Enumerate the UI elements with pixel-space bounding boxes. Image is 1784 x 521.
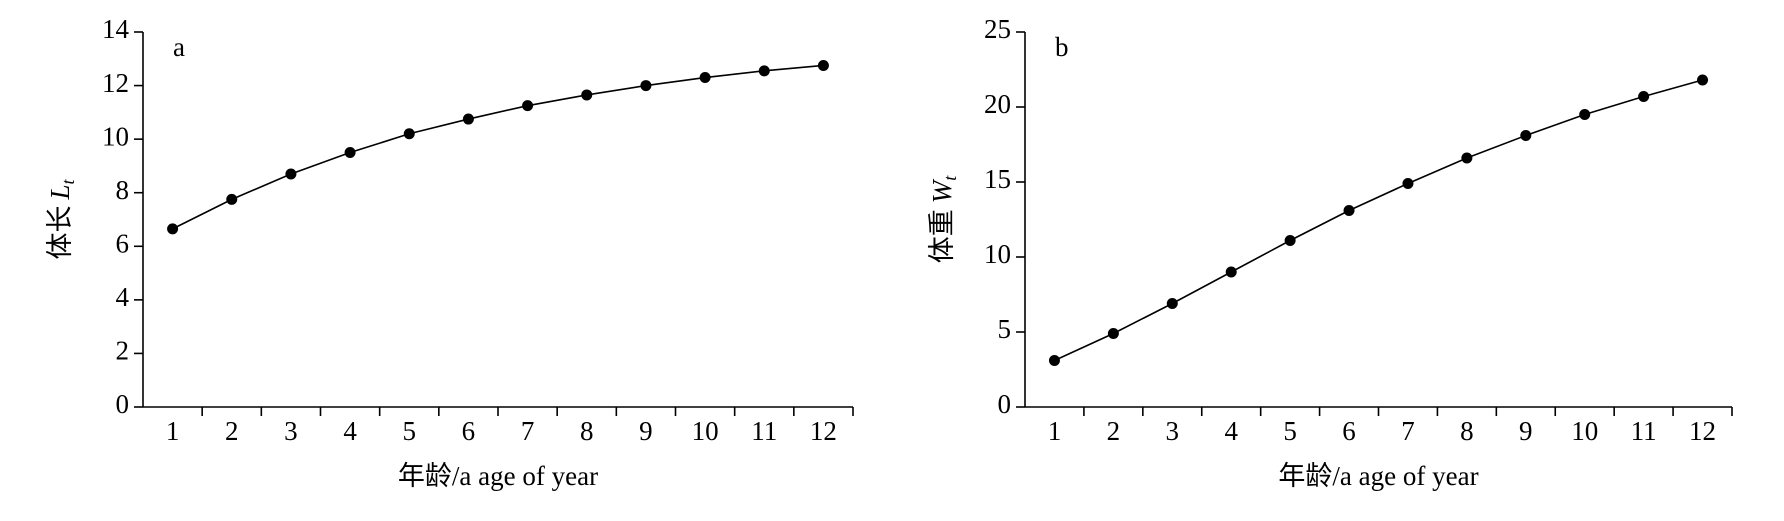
data-point — [1402, 178, 1414, 189]
y-axis-title-subscript: t — [58, 178, 78, 184]
y-axis-title: 体长 Lt — [45, 178, 78, 259]
x-tick-label: 1 — [166, 416, 180, 446]
data-point — [1697, 74, 1709, 86]
y-axis-title-text: 体长 — [45, 206, 75, 260]
data-point — [1225, 266, 1237, 278]
data-point — [403, 128, 415, 140]
y-tick-label: 14 — [102, 14, 130, 44]
x-tick-label: 5 — [1283, 416, 1297, 446]
data-line — [1054, 79, 1703, 362]
y-tick-label: 8 — [116, 175, 130, 205]
x-tick-label: 6 — [462, 416, 476, 446]
x-tick-label: 6 — [1342, 416, 1356, 446]
x-tick-label: 4 — [343, 416, 357, 446]
x-tick-label: 12 — [1689, 416, 1716, 446]
data-point — [344, 147, 356, 159]
y-axis-title-symbol: L — [45, 184, 75, 200]
data-point — [1638, 91, 1650, 102]
x-tick-label: 2 — [225, 416, 239, 446]
x-tick-label: 3 — [284, 416, 298, 446]
data-point — [522, 100, 534, 112]
data-point — [758, 65, 770, 77]
y-tick-label: 10 — [984, 239, 1011, 269]
x-tick-label: 8 — [1460, 416, 1474, 446]
y-tick-label: 15 — [984, 164, 1011, 194]
data-point — [699, 72, 711, 84]
x-tick-label: 3 — [1166, 416, 1180, 446]
data-point — [1343, 205, 1355, 216]
data-point — [226, 193, 238, 205]
data-point — [1048, 355, 1060, 366]
x-tick-label: 12 — [810, 416, 837, 446]
data-point — [1107, 328, 1119, 339]
x-tick-label: 5 — [403, 416, 417, 446]
data-point — [1166, 298, 1178, 309]
y-axis-title-subscript: t — [940, 175, 960, 181]
data-point — [167, 223, 179, 235]
y-tick-label: 6 — [116, 228, 130, 258]
data-point — [462, 113, 474, 125]
panel-label: a — [173, 32, 185, 62]
panel-label: b — [1055, 32, 1069, 62]
x-tick-label: 10 — [692, 416, 719, 446]
data-point — [285, 168, 297, 180]
data-point — [581, 89, 593, 101]
x-tick-label: 8 — [580, 416, 594, 446]
data-point — [1461, 152, 1473, 164]
x-tick-label: 2 — [1107, 416, 1121, 446]
y-axis-title-symbol: W — [927, 178, 957, 203]
x-tick-label: 4 — [1224, 416, 1238, 446]
y-tick-label: 12 — [102, 68, 129, 98]
x-tick-label: 11 — [1631, 416, 1657, 446]
data-point — [640, 80, 652, 92]
x-tick-label: 1 — [1048, 416, 1062, 446]
data-point — [1520, 130, 1532, 141]
data-point — [1284, 235, 1296, 246]
y-tick-label: 0 — [116, 389, 130, 419]
y-tick-label: 10 — [102, 121, 129, 151]
y-tick-label: 5 — [998, 314, 1012, 344]
x-tick-label: 9 — [1519, 416, 1533, 446]
x-axis-title: 年龄/a age of year — [398, 461, 598, 491]
y-axis-title-text: 体重 — [927, 209, 957, 263]
x-tick-label: 7 — [1401, 416, 1415, 446]
data-line — [172, 64, 824, 230]
x-axis-title: 年龄/a age of year — [1278, 461, 1478, 491]
y-axis-title: 体重 Wt — [927, 175, 960, 264]
data-point — [817, 59, 829, 71]
y-tick-label: 20 — [984, 89, 1011, 119]
y-tick-label: 2 — [116, 336, 130, 366]
y-tick-label: 4 — [116, 282, 130, 312]
x-tick-label: 7 — [521, 416, 535, 446]
x-tick-label: 10 — [1571, 416, 1598, 446]
y-tick-label: 0 — [998, 389, 1012, 419]
x-tick-label: 11 — [751, 416, 777, 446]
data-point — [1579, 109, 1591, 120]
x-tick-label: 9 — [639, 416, 653, 446]
y-tick-label: 25 — [984, 14, 1011, 44]
